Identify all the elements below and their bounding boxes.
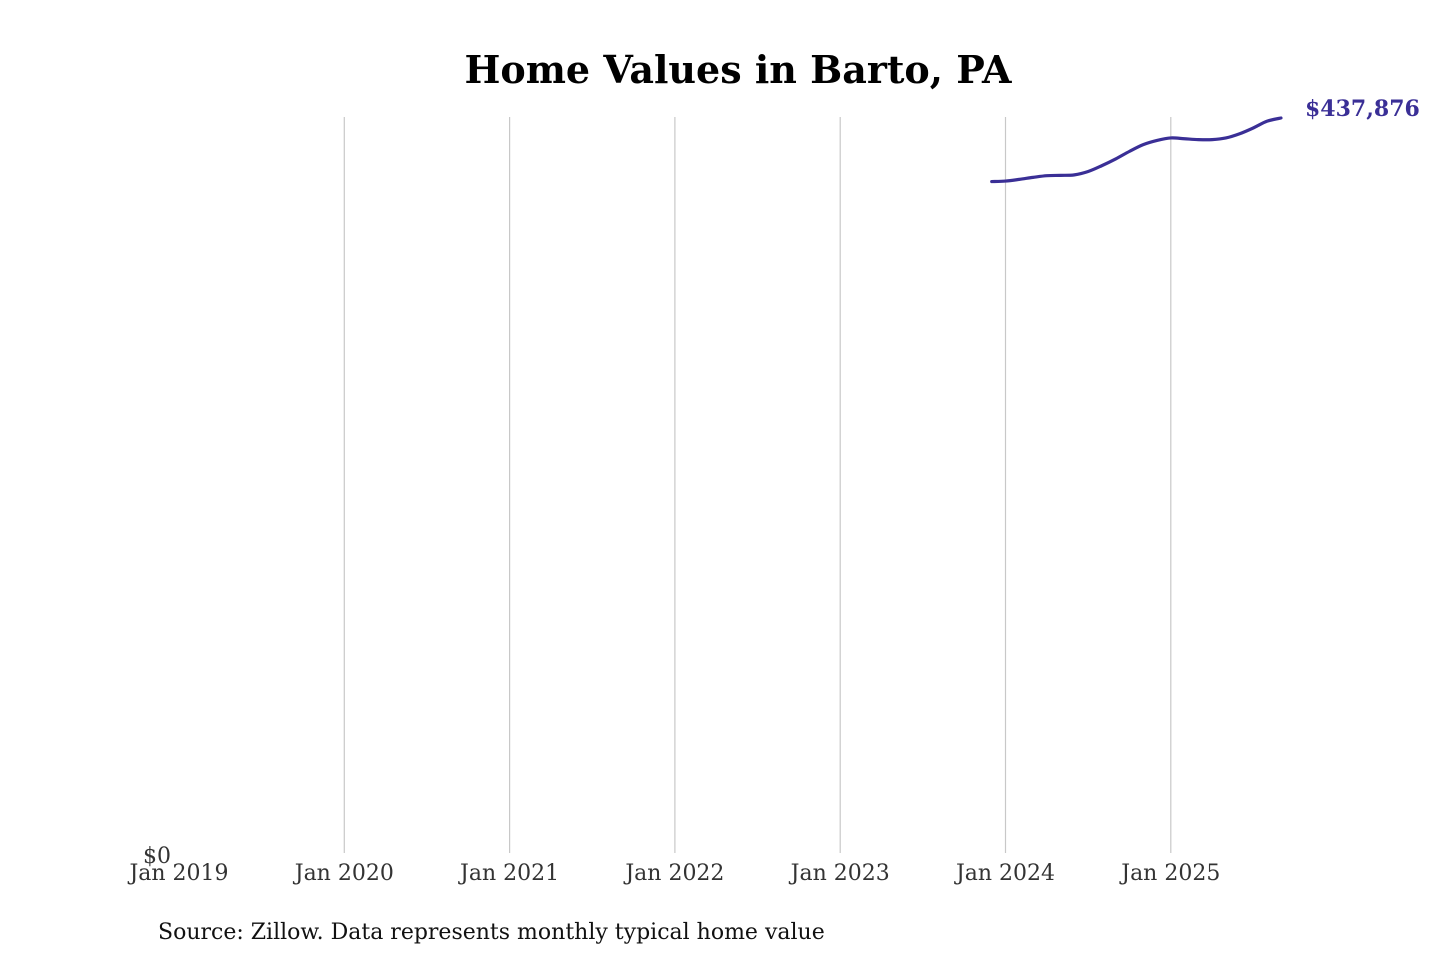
- x-tick-label: Jan 2022: [623, 861, 724, 886]
- x-tick-label: Jan 2023: [789, 861, 890, 886]
- series-group: [990, 116, 1283, 184]
- x-tick-label: Jan 2025: [1119, 861, 1220, 886]
- chart-title: Home Values in Barto, PA: [464, 47, 1012, 92]
- x-tick-label: Jan 2021: [458, 861, 559, 886]
- series-line: [990, 116, 1283, 184]
- x-tick-label: Jan 2024: [954, 861, 1055, 886]
- y-axis-ticks: $0: [143, 844, 171, 869]
- y-tick-label: $0: [143, 844, 171, 869]
- gridlines: [343, 117, 1172, 853]
- x-axis-ticks: Jan 2019 Jan 2020 Jan 2021 Jan 2022 Jan 2023…: [127, 861, 1220, 886]
- x-tick-label: Jan 2020: [293, 861, 394, 886]
- source-note: Source: Zillow. Data represents monthly …: [158, 920, 825, 945]
- end-value-label: $437,876: [1305, 96, 1420, 122]
- x-tick-label: Jan 2019: [127, 861, 228, 886]
